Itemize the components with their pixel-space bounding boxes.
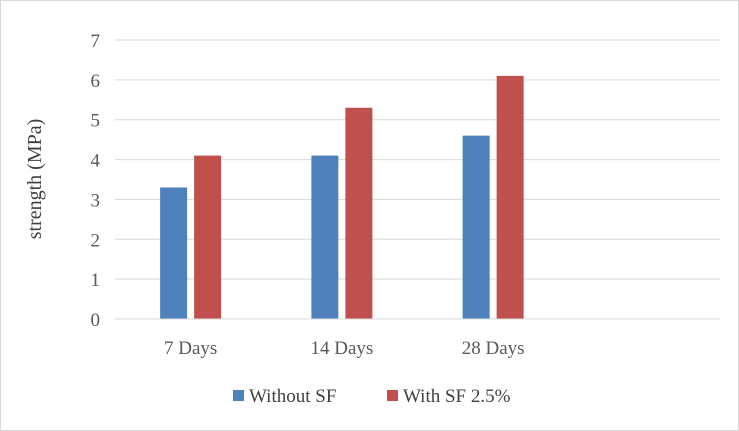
y-tick-label: 5 xyxy=(91,111,101,132)
y-tick-label: 0 xyxy=(91,310,101,331)
bar-without-sf-0 xyxy=(160,187,188,319)
legend-label: Without SF xyxy=(249,386,336,407)
x-tick-label: 7 Days xyxy=(164,338,217,359)
bar-with-sf-1 xyxy=(345,107,373,319)
x-tick-label: 14 Days xyxy=(310,338,373,359)
x-tick-label: 28 Days xyxy=(462,338,525,359)
y-tick-label: 2 xyxy=(91,230,101,251)
y-tick-label: 4 xyxy=(91,151,101,172)
axes: 0 1 2 3 4 5 6 7 7 Days 14 Days 28 Days xyxy=(91,31,720,359)
y-tick-label: 6 xyxy=(91,71,101,92)
legend: Without SF With SF 2.5% xyxy=(233,386,511,407)
legend-label: With SF 2.5% xyxy=(403,386,511,407)
bars xyxy=(160,75,524,319)
y-tick-label: 1 xyxy=(91,270,101,291)
legend-swatch xyxy=(387,390,398,401)
bar-without-sf-1 xyxy=(311,155,339,319)
y-tick-label: 3 xyxy=(91,190,101,211)
bar-without-sf-2 xyxy=(462,135,490,319)
bar-with-sf-0 xyxy=(194,155,222,319)
y-tick-label: 7 xyxy=(91,31,101,52)
legend-swatch xyxy=(233,390,244,401)
y-axis-title: strength (MPa) xyxy=(24,119,46,240)
bar-with-sf-2 xyxy=(496,75,524,319)
